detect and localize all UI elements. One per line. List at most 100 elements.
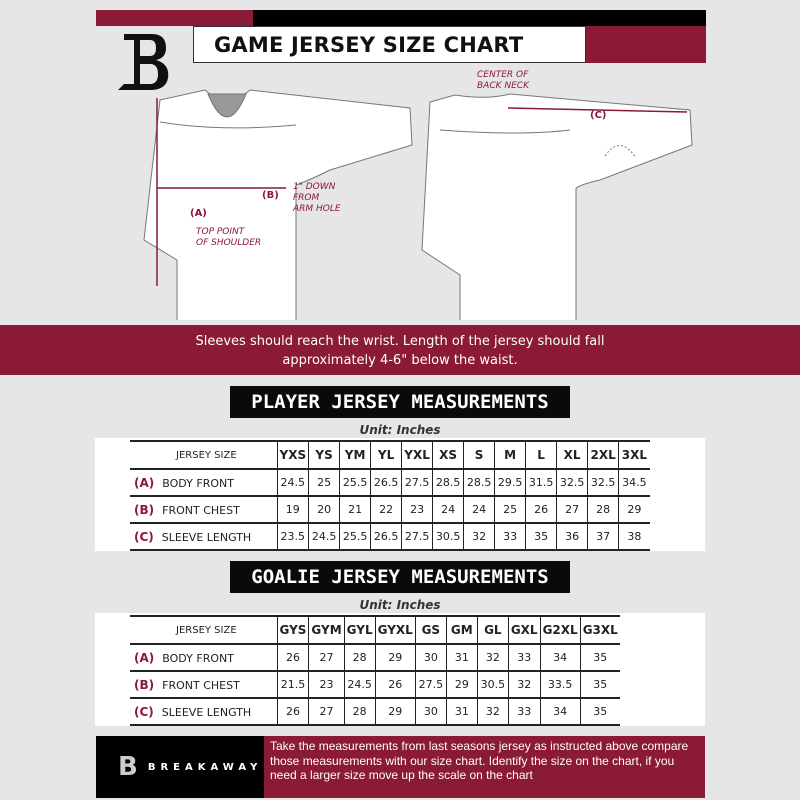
row-name: SLEEVE LENGTH xyxy=(161,530,252,544)
measurement-cell: 28.5 xyxy=(432,469,464,497)
row-key: (C) xyxy=(134,704,154,719)
row-name: FRONT CHEST xyxy=(162,678,240,692)
measurement-cell: 27 xyxy=(308,644,345,672)
measurement-cell: 34 xyxy=(539,644,581,672)
measurement-cell: 22 xyxy=(370,496,402,524)
size-header: GYS xyxy=(276,615,309,645)
measurement-cell: 32 xyxy=(476,644,509,672)
measurement-cell: 27 xyxy=(556,496,588,524)
measurement-cell: 25.5 xyxy=(339,523,371,551)
measurement-cell: 29.5 xyxy=(494,469,526,497)
size-header: GYXL xyxy=(374,615,416,645)
size-header: GYL xyxy=(343,615,376,645)
measurement-cell: 32.5 xyxy=(587,469,619,497)
size-header: 3XL xyxy=(618,440,650,470)
player-size-table: JERSEY SIZE YXS YS YM YL YXL XS S M L XL 2XL 3XL (A) B… xyxy=(130,440,650,551)
note-c: CENTER OF BACK NECK xyxy=(477,70,529,91)
row-key: (B) xyxy=(134,677,155,692)
banner-line-1: Sleeves should reach the wrist. Length o… xyxy=(195,334,605,349)
player-heading: PLAYER JERSEY MEASUREMENTS xyxy=(230,386,570,418)
measurement-cell: 33 xyxy=(507,698,541,726)
row-label: (A) BODY FRONT xyxy=(130,469,277,497)
row-label: (C) SLEEVE LENGTH xyxy=(130,698,277,726)
breakaway-logo-icon xyxy=(118,34,169,90)
measurement-cell: 37 xyxy=(587,523,619,551)
measurement-cell: 34.5 xyxy=(618,469,650,497)
measurement-cell: 28 xyxy=(587,496,619,524)
measurement-cell: 31.5 xyxy=(525,469,557,497)
measurement-cell: 26 xyxy=(276,698,309,726)
size-header: YS xyxy=(308,440,340,470)
size-header: XL xyxy=(556,440,588,470)
size-header: YL xyxy=(370,440,402,470)
fit-banner: Sleeves should reach the wrist. Length o… xyxy=(0,325,800,375)
measurement-cell: 31 xyxy=(445,644,478,672)
size-header: GM xyxy=(445,615,478,645)
measurement-cell: 26 xyxy=(525,496,557,524)
measurement-cell: 33 xyxy=(494,523,526,551)
table-row: (B) FRONT CHEST 21.5 23 24.5 26 27.5 29 30.5 32 33… xyxy=(130,671,620,699)
row-label: (B) FRONT CHEST xyxy=(130,671,277,699)
player-unit: Unit: Inches xyxy=(359,423,441,437)
measurement-cell: 21 xyxy=(339,496,371,524)
measurement-cell: 35 xyxy=(579,644,620,672)
measurement-cell: 32 xyxy=(463,523,495,551)
goalie-unit: Unit: Inches xyxy=(359,598,441,612)
measurement-cell: 32.5 xyxy=(556,469,588,497)
measurement-cell: 34 xyxy=(539,698,581,726)
measurement-cell: 27.5 xyxy=(414,671,447,699)
back-jersey-icon xyxy=(421,93,693,320)
goalie-size-table: JERSEY SIZE GYS GYM GYL GYXL GS GM GL GXL G2XL G3X… xyxy=(130,615,620,726)
title-accent-block xyxy=(586,26,706,63)
size-header: GYM xyxy=(308,615,345,645)
size-header: YXL xyxy=(401,440,433,470)
size-header: G3XL xyxy=(579,615,620,645)
measurement-cell: 25 xyxy=(308,469,340,497)
size-header: XS xyxy=(432,440,464,470)
measurement-cell: 23 xyxy=(401,496,433,524)
row-key: (B) xyxy=(134,502,155,517)
measurement-cell: 24 xyxy=(432,496,464,524)
measurement-cell: 35 xyxy=(579,671,620,699)
measurement-cell: 30 xyxy=(414,644,447,672)
measurement-cell: 24 xyxy=(463,496,495,524)
measurement-cell: 35 xyxy=(525,523,557,551)
row-label: (B) FRONT CHEST xyxy=(130,496,277,524)
note-a: TOP POINT OF SHOULDER xyxy=(196,227,262,248)
measurement-cell: 23 xyxy=(308,671,345,699)
size-header: S xyxy=(463,440,495,470)
row-name: SLEEVE LENGTH xyxy=(161,705,252,719)
measurement-cell: 24.5 xyxy=(308,523,340,551)
measurement-cell: 25.5 xyxy=(339,469,371,497)
page-title: GAME JERSEY SIZE CHART xyxy=(193,26,586,63)
row-label: (C) SLEEVE LENGTH xyxy=(130,523,277,551)
goalie-heading: GOALIE JERSEY MEASUREMENTS xyxy=(230,561,570,593)
measurement-cell: 32 xyxy=(507,671,541,699)
measurement-cell: 31 xyxy=(445,698,478,726)
size-header: GS xyxy=(414,615,447,645)
row-name: FRONT CHEST xyxy=(162,503,240,517)
table-row: (C) SLEEVE LENGTH 26 27 28 29 30 31 32 33 34 35 xyxy=(130,698,620,726)
measurement-cell: 32 xyxy=(476,698,509,726)
size-header: YXS xyxy=(276,440,309,470)
measurement-cell: 23.5 xyxy=(276,523,309,551)
size-header: GXL xyxy=(507,615,541,645)
size-header: L xyxy=(525,440,557,470)
measurement-cell: 24.5 xyxy=(276,469,309,497)
measurement-cell: 28.5 xyxy=(463,469,495,497)
footer-logo-icon: B xyxy=(118,752,138,782)
label-b: (B) xyxy=(262,190,279,201)
footer-brand-name: BREAKAWAY xyxy=(147,761,263,773)
size-header: 2XL xyxy=(587,440,619,470)
top-bar-accent xyxy=(96,10,253,26)
front-jersey-icon xyxy=(143,89,413,320)
size-header-label: JERSEY SIZE xyxy=(130,615,277,645)
measurement-cell: 36 xyxy=(556,523,588,551)
measure-c-line xyxy=(507,107,688,113)
footer-brand: B BREAKAWAY xyxy=(96,736,264,798)
measurement-cell: 30.5 xyxy=(432,523,464,551)
banner-line-2: approximately 4-6" below the waist. xyxy=(282,353,518,368)
measurement-cell: 33.5 xyxy=(539,671,581,699)
label-a: (A) xyxy=(190,208,207,219)
measurement-cell: 30.5 xyxy=(476,671,509,699)
